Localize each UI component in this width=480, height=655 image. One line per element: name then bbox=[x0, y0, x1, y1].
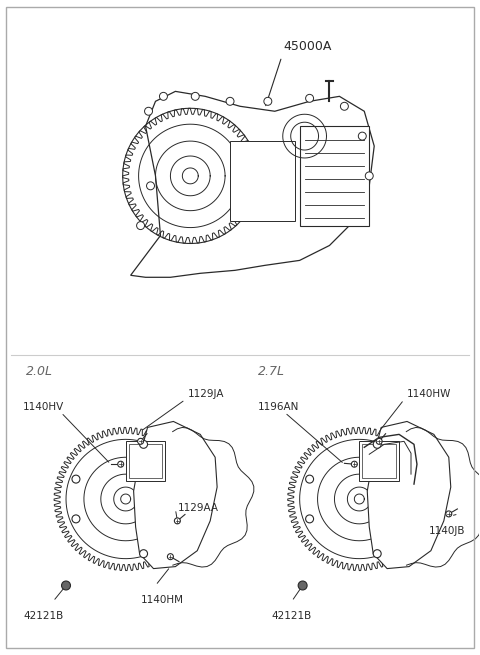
Circle shape bbox=[192, 92, 199, 100]
Polygon shape bbox=[367, 421, 451, 569]
Bar bbox=[126, 441, 166, 481]
Text: 1140HV: 1140HV bbox=[23, 402, 64, 411]
Text: 1196AN: 1196AN bbox=[258, 402, 299, 411]
Circle shape bbox=[264, 98, 272, 105]
Circle shape bbox=[373, 440, 381, 448]
Circle shape bbox=[144, 107, 153, 115]
Text: 2.0L: 2.0L bbox=[26, 365, 53, 378]
Text: 42121B: 42121B bbox=[272, 611, 312, 622]
Text: 45000A: 45000A bbox=[284, 39, 332, 52]
Bar bbox=[360, 441, 399, 481]
Circle shape bbox=[159, 92, 168, 100]
Circle shape bbox=[306, 475, 313, 483]
Circle shape bbox=[137, 221, 144, 229]
Circle shape bbox=[365, 172, 373, 180]
Text: 1140JB: 1140JB bbox=[429, 526, 466, 536]
Circle shape bbox=[226, 98, 234, 105]
Circle shape bbox=[140, 550, 147, 557]
Circle shape bbox=[174, 518, 180, 524]
Circle shape bbox=[280, 419, 439, 578]
Circle shape bbox=[358, 132, 366, 140]
Circle shape bbox=[118, 461, 124, 467]
Circle shape bbox=[373, 550, 381, 557]
Circle shape bbox=[376, 438, 382, 444]
Text: 42121B: 42121B bbox=[23, 611, 63, 622]
Circle shape bbox=[72, 515, 80, 523]
Circle shape bbox=[61, 581, 71, 590]
Circle shape bbox=[306, 515, 313, 523]
Polygon shape bbox=[133, 421, 217, 569]
Bar bbox=[230, 141, 295, 221]
Text: 1140HM: 1140HM bbox=[141, 595, 183, 605]
Circle shape bbox=[46, 419, 205, 578]
Circle shape bbox=[72, 475, 80, 483]
Text: 2.7L: 2.7L bbox=[258, 365, 285, 378]
Circle shape bbox=[306, 94, 313, 102]
Circle shape bbox=[138, 438, 144, 444]
Circle shape bbox=[168, 553, 173, 559]
Text: 1140HW: 1140HW bbox=[407, 388, 451, 399]
Circle shape bbox=[146, 182, 155, 190]
Polygon shape bbox=[131, 92, 374, 277]
Text: 1129JA: 1129JA bbox=[188, 388, 225, 399]
Text: 1129AA: 1129AA bbox=[178, 503, 218, 513]
Circle shape bbox=[351, 461, 357, 467]
Circle shape bbox=[446, 511, 452, 517]
Circle shape bbox=[140, 440, 147, 448]
Circle shape bbox=[340, 102, 348, 110]
Bar bbox=[362, 444, 396, 478]
Bar bbox=[129, 444, 162, 478]
Bar bbox=[300, 126, 369, 225]
Circle shape bbox=[298, 581, 307, 590]
